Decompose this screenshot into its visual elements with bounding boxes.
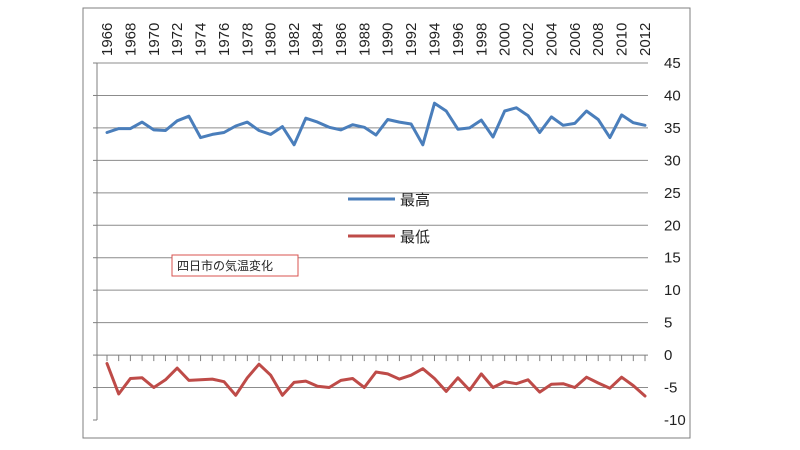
x-tick-label: 1992 <box>403 23 420 56</box>
x-tick-label: 2000 <box>497 23 514 56</box>
annotation-border <box>171 254 299 277</box>
y-axis-ticks: 45 40 35 30 25 20 15 10 5 0 -5 -10 <box>664 55 686 429</box>
x-tick-label: 2008 <box>590 23 607 56</box>
annotation-box: 四日市の気温変化 <box>171 254 299 277</box>
x-tick-label: 1968 <box>122 23 139 56</box>
x-tick-label: 1974 <box>193 23 210 56</box>
x-tick-label: 1972 <box>169 23 186 56</box>
series-line-low <box>105 362 647 398</box>
x-tick-label: 2004 <box>543 23 560 56</box>
y-tick-label: 0 <box>664 347 672 364</box>
y-tick-label: 10 <box>664 282 681 299</box>
x-tick-label: 1988 <box>356 23 373 56</box>
x-tick-label: 1998 <box>473 23 490 56</box>
x-tick-label: 1994 <box>426 23 443 56</box>
y-tick-label: 30 <box>664 152 681 169</box>
x-tick-label: 1984 <box>310 23 327 56</box>
x-tick-label: 1966 <box>99 23 116 56</box>
series-line-high <box>105 101 647 147</box>
legend-label-low: 最低 <box>400 228 430 246</box>
y-tick-label: 45 <box>664 55 681 72</box>
y-tick-label: 5 <box>664 315 672 332</box>
x-tick-label: 1978 <box>239 23 256 56</box>
x-tick-label: 2002 <box>520 23 537 56</box>
y-tick-label: 25 <box>664 185 681 202</box>
x-tick-label: 2010 <box>614 23 631 56</box>
chart-frame <box>82 7 691 439</box>
axes <box>93 62 648 421</box>
y-tick-label: 35 <box>664 120 681 137</box>
legend: 最高 最低 <box>348 191 430 246</box>
x-axis-ticks: 1966 1968 1970 1972 1974 1976 1978 1980 1982 1984… <box>99 23 654 56</box>
y-tick-label: 40 <box>664 87 681 104</box>
x-tick-label: 1990 <box>380 23 397 56</box>
y-tick-label: 15 <box>664 250 681 267</box>
y-tick-label: -5 <box>664 380 677 397</box>
y-tick-label: 20 <box>664 217 681 234</box>
y-tick-label: -10 <box>664 412 686 429</box>
x-tick-label: 1970 <box>146 23 163 56</box>
x-tick-label: 2012 <box>637 23 654 56</box>
x-tick-label: 1982 <box>286 23 303 56</box>
x-tick-label: 2006 <box>567 23 584 56</box>
annotation-text: 四日市の気温変化 <box>177 258 273 273</box>
x-tick-label: 1976 <box>216 23 233 56</box>
series-lines <box>105 101 647 398</box>
x-tick-label: 1980 <box>263 23 280 56</box>
grid-lines <box>97 62 648 389</box>
x-tick-label: 1986 <box>333 23 350 56</box>
x-tick-label: 1996 <box>450 23 467 56</box>
legend-label-high: 最高 <box>400 191 430 209</box>
